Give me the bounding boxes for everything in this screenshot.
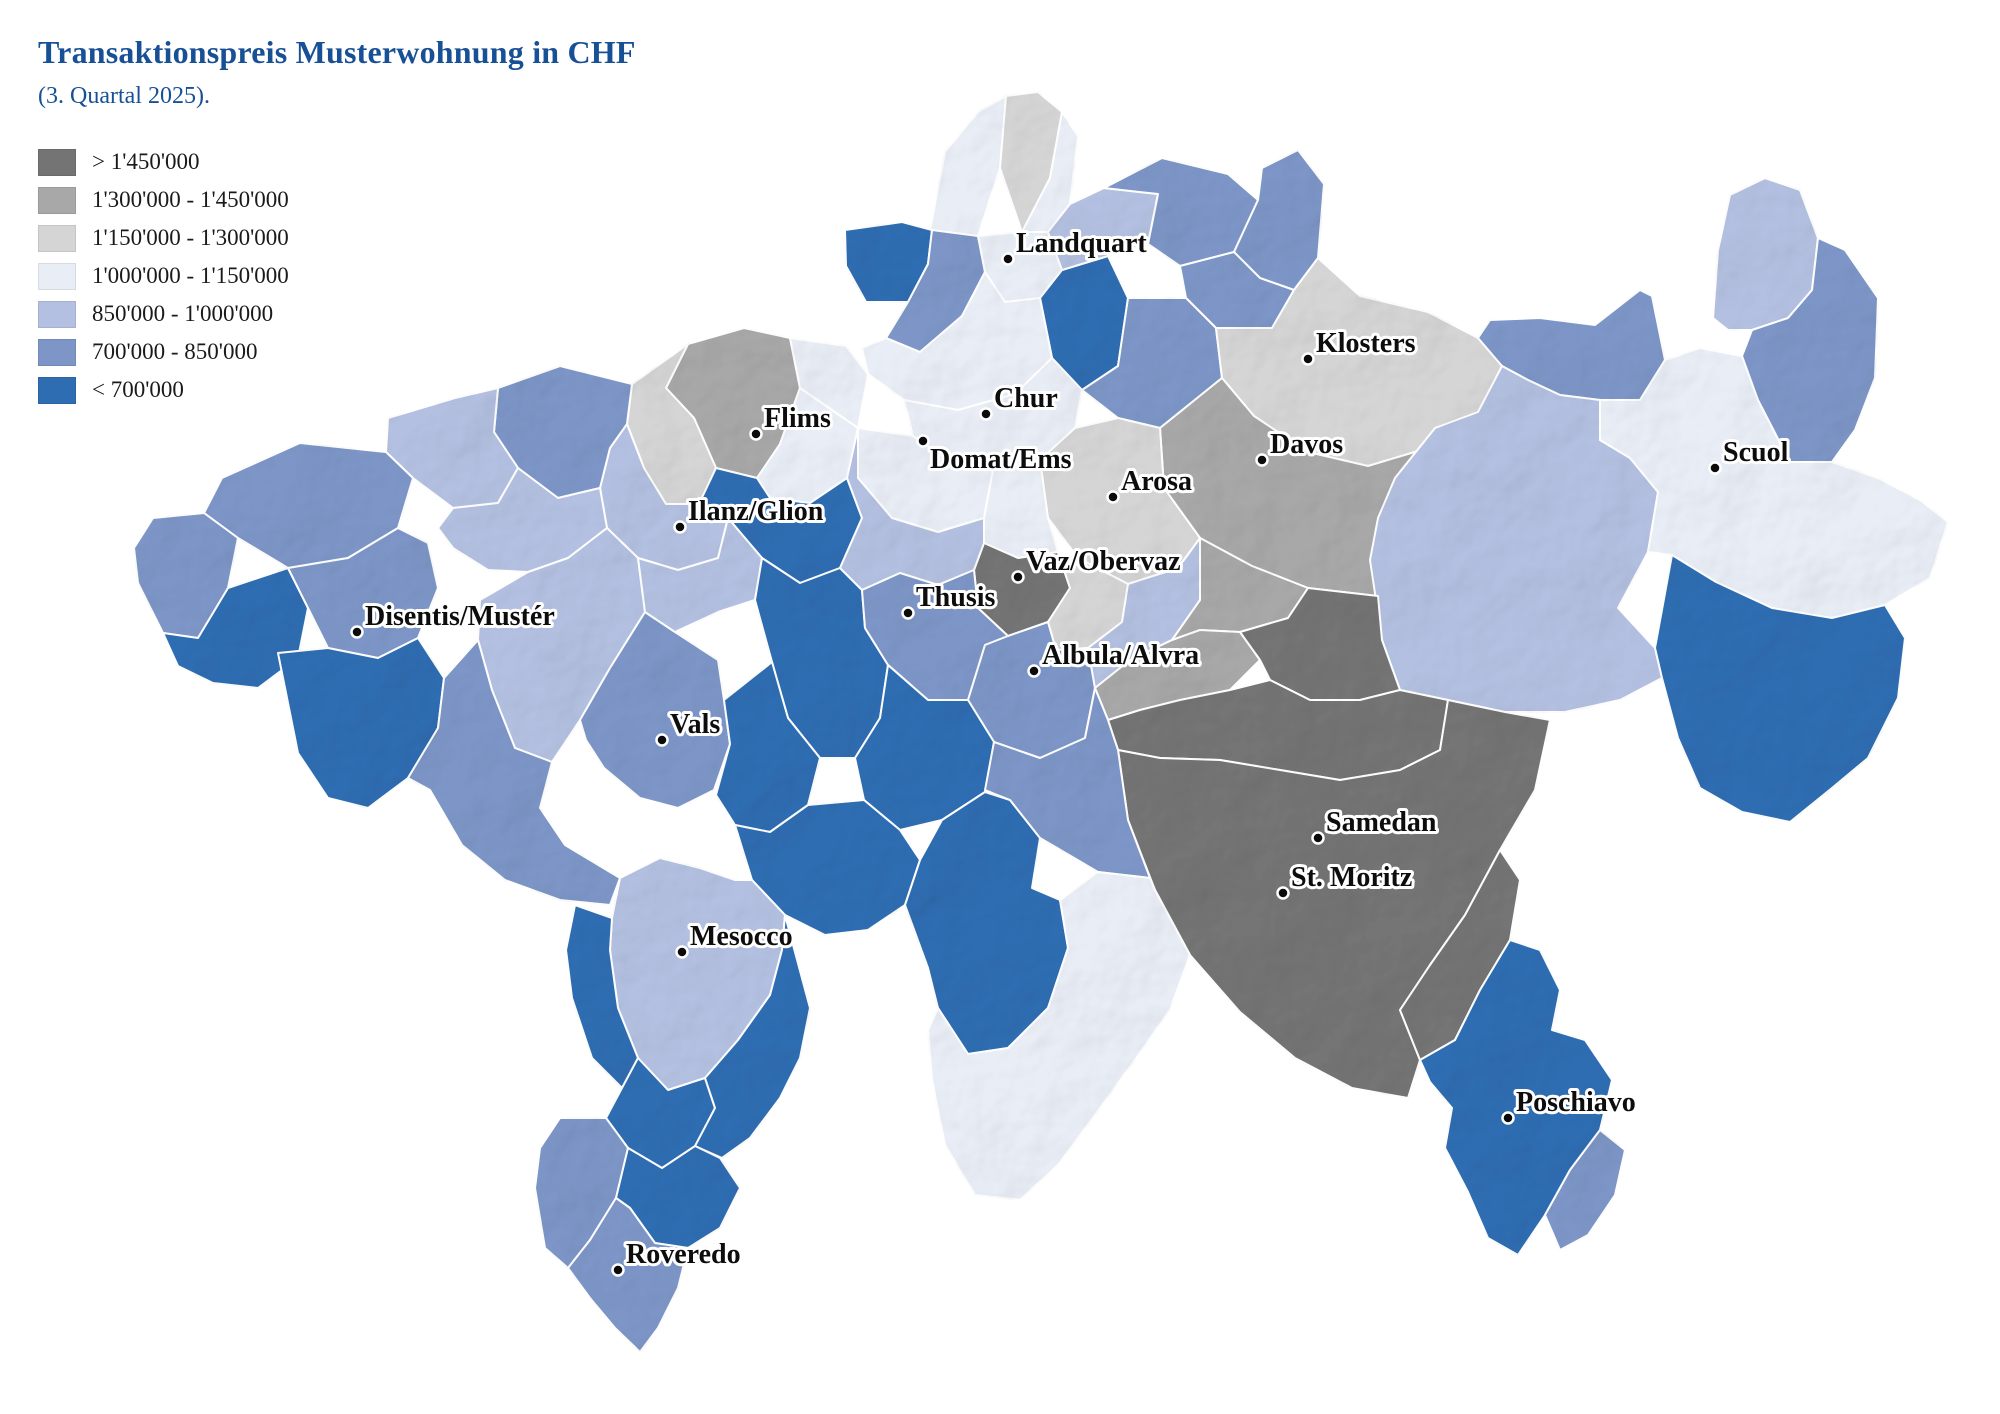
city-name: Arosa (1121, 466, 1192, 497)
city-dot (1708, 461, 1722, 475)
city-dot (673, 520, 687, 534)
city-dot (916, 434, 930, 448)
legend-item: < 700'000 (38, 376, 289, 404)
legend-label: 1'000'000 - 1'150'000 (92, 263, 289, 288)
city-dot (979, 407, 993, 421)
map-region (567, 1197, 689, 1353)
city-name: Albula/Alvra (1042, 640, 1199, 671)
header: Transaktionspreis Musterwohnung in CHF (… (38, 34, 636, 110)
map-region (1654, 554, 1906, 823)
map-city-label: Roveredo (611, 1236, 744, 1277)
map-region (162, 567, 309, 689)
legend-swatch (38, 262, 76, 290)
page-subtitle: (3. Quartal 2025). (38, 83, 210, 109)
map-region (1741, 237, 1879, 463)
city-name: Disentis/Mustér (365, 601, 555, 632)
city-name: Poschiavo (1516, 1087, 1636, 1118)
map-regions-layer (133, 91, 1949, 1353)
map-region (927, 871, 1191, 1201)
map-city-label: Thusis (901, 579, 998, 620)
city-name: Davos (1270, 429, 1343, 460)
legend-label: < 700'000 (92, 377, 184, 402)
map-city-label: Ilanz/Glion (673, 493, 827, 534)
map-city-label: Chur (979, 380, 1061, 421)
city-name: Mesocco (690, 921, 793, 952)
map-region (929, 95, 1007, 237)
map-city-label: Arosa (1106, 463, 1195, 504)
map-city-label: Mesocco (675, 918, 796, 959)
city-dot (1255, 453, 1269, 467)
legend-label: 1'300'000 - 1'450'000 (92, 187, 289, 212)
map-labels-layer: Landquart Klosters Chur Davos Flims Domat/Ems… (350, 225, 1792, 1277)
legend-swatch (38, 186, 76, 214)
city-name: Klosters (1316, 328, 1416, 359)
city-name: Vals (670, 709, 720, 740)
legend-swatch (38, 148, 76, 176)
map-region (984, 687, 1151, 879)
map-region (637, 517, 763, 633)
legend-item: 1'150'000 - 1'300'000 (38, 224, 289, 252)
map-region (287, 527, 439, 659)
map-region (1599, 347, 1949, 619)
city-dot (655, 733, 669, 747)
legend-item: 1'300'000 - 1'450'000 (38, 186, 289, 214)
map-city-label: Flims (749, 400, 834, 441)
map-city-label: Vals (655, 706, 723, 747)
map-region (1544, 1129, 1626, 1251)
legend-item: 850'000 - 1'000'000 (38, 300, 289, 328)
legend-label: > 1'450'000 (92, 149, 200, 174)
legend-item: > 1'450'000 (38, 148, 289, 176)
city-name: Chur (994, 383, 1058, 414)
legend-item: 700'000 - 850'000 (38, 338, 289, 366)
map-city-label: Davos (1255, 426, 1346, 467)
legend-swatch (38, 224, 76, 252)
city-name: Domat/Ems (930, 444, 1072, 475)
city-dot (611, 1263, 625, 1277)
legend-label: 700'000 - 850'000 (92, 339, 258, 364)
map-region (407, 639, 621, 906)
city-name: Flims (764, 403, 831, 434)
city-dot (1011, 570, 1025, 584)
legend-item: 1'000'000 - 1'150'000 (38, 262, 289, 290)
city-dot (1311, 831, 1325, 845)
map-city-label: Poschiavo (1501, 1084, 1639, 1125)
city-dot (1027, 664, 1041, 678)
map-city-label: Klosters (1301, 325, 1419, 366)
legend-swatch (38, 300, 76, 328)
map-city-label: Disentis/Mustér (350, 598, 558, 639)
map-city-label: Domat/Ems (916, 434, 1075, 478)
city-name: Roveredo (626, 1239, 741, 1270)
map-city-label: Landquart (1001, 225, 1150, 266)
legend-label: 850'000 - 1'000'000 (92, 301, 274, 326)
map-city-label: Samedan (1311, 804, 1440, 845)
city-name: Vaz/Obervaz (1026, 546, 1181, 577)
city-dot (1276, 886, 1290, 900)
map-city-label: Vaz/Obervaz (1011, 543, 1184, 584)
legend-label: 1'150'000 - 1'300'000 (92, 225, 289, 250)
city-name: St. Moritz (1291, 862, 1412, 893)
city-dot (1501, 1111, 1515, 1125)
city-dot (1106, 490, 1120, 504)
page-title: Transaktionspreis Musterwohnung in CHF (38, 34, 636, 70)
city-dot (1301, 352, 1315, 366)
city-name: Ilanz/Glion (688, 496, 824, 527)
city-dot (749, 427, 763, 441)
map-city-label: Scuol (1708, 434, 1792, 475)
city-name: Scuol (1723, 437, 1789, 468)
city-name: Thusis (916, 582, 995, 613)
legend: > 1'450'000 1'300'000 - 1'450'000 1'150'00… (38, 148, 289, 414)
city-dot (350, 625, 364, 639)
city-name: Samedan (1326, 807, 1437, 838)
city-name: Landquart (1016, 228, 1147, 259)
city-dot (1001, 252, 1015, 266)
legend-swatch (38, 376, 76, 404)
map-city-label: Albula/Alvra (1027, 637, 1202, 678)
city-dot (901, 606, 915, 620)
map-city-label: St. Moritz (1276, 859, 1415, 900)
city-dot (675, 945, 689, 959)
legend-swatch (38, 338, 76, 366)
